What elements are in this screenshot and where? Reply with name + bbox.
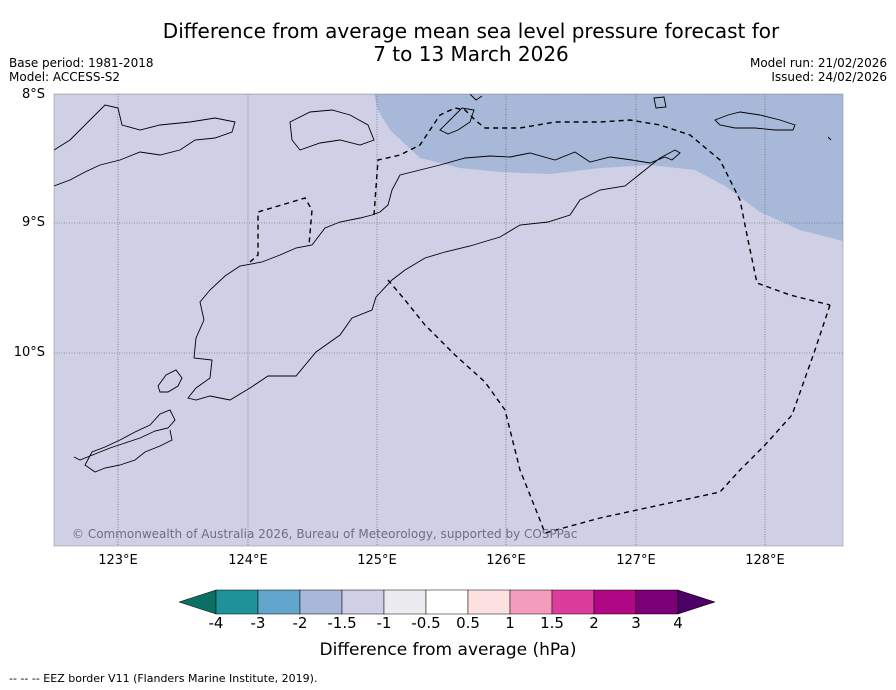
colorbar-tick-label: 3 [631,614,641,632]
colorbar-swatch-2-3 [593,589,637,615]
colorbar-tick-label: -1 [376,614,392,632]
model-run: Model run: 21/02/2026 [749,56,887,70]
colorbar-tick-label: 0.5 [456,614,480,632]
title-line-2: 7 to 13 March 2026 [373,42,569,66]
colorbar-tick-label: -1.5 [327,614,357,632]
colorbar-tick-label: 4 [673,614,683,632]
alor-wetar-coastline [54,104,236,187]
chart-title: Difference from average mean sea level p… [0,20,896,66]
lon-label-123e: 123°E [98,553,138,568]
meta-left: Base period: 1981-2018 Model: ACCESS-S2 [9,56,154,84]
colorbar-title: Difference from average (hPa) [319,640,577,660]
lon-label-124e: 124°E [228,553,268,568]
pressure-band-minus2 [374,94,843,241]
model-name: Model: ACCESS-S2 [9,70,121,84]
eez-borders [249,107,831,534]
north-islands-coastline [289,109,375,151]
colorbar-swatch-minus2-minus1p5 [299,589,343,615]
small-island-2 [469,94,483,101]
colorbar-swatch-minus1-minus0p5 [383,589,427,615]
map-credit: © Commonwealth of Australia 2026, Bureau… [72,527,578,541]
colorbar-swatch-1p5-2 [551,589,595,615]
colorbar-tick-label: -3 [250,614,266,632]
lat-label-10s: 10°S [13,345,45,360]
colorbar-swatch-minus0p5-0p5 [425,589,469,615]
east-islands-coastline [714,111,796,131]
colorbar-swatch-minus3-minus2 [257,589,301,615]
lon-label-128e: 128°E [745,553,785,568]
wetar-coastline [439,107,475,135]
lat-label-8s: 8°S [21,87,45,102]
colorbar-tick-label: -4 [208,614,224,632]
rote-island-coastline [157,369,183,393]
colorbar-swatch-minus4-minus3 [215,589,259,615]
sumba-coastline [73,409,176,473]
colorbar-tick-label: 1.5 [540,614,564,632]
lon-label-127e: 127°E [616,553,656,568]
base-period: Base period: 1981-2018 [9,56,154,70]
colorbar-tick-label: 2 [589,614,599,632]
coastlines [54,94,832,473]
colorbar-swatch-below-minus4 [178,589,217,615]
colorbar [178,589,716,615]
issued-date: Issued: 24/02/2026 [771,70,887,84]
map-gridlines [54,94,843,546]
lon-label-125e: 125°E [357,553,397,568]
lat-label-9s: 9°S [21,215,45,230]
colorbar-swatch-above-4 [677,589,716,615]
colorbar-tick-label: -2 [292,614,308,632]
colorbar-swatch-0p5-1 [467,589,511,615]
colorbar-swatch-3-4 [635,589,679,615]
timor-coastline [187,149,681,401]
colorbar-swatch-1-1p5 [509,589,553,615]
colorbar-swatch-minus1p5-minus1 [341,589,385,615]
title-line-1: Difference from average mean sea level p… [162,19,780,43]
map-frame [53,93,844,547]
eez-legend-note: -- -- -- EEZ border V11 (Flanders Marine… [9,672,318,685]
small-island-1 [653,96,667,109]
meta-right: Model run: 21/02/2026 Issued: 24/02/2026 [750,56,887,84]
colorbar-tick-label: -0.5 [411,614,441,632]
eez-border-north [373,107,831,306]
small-island-3 [827,136,832,141]
lon-label-126e: 126°E [486,553,526,568]
colorbar-tick-label: 1 [505,614,515,632]
